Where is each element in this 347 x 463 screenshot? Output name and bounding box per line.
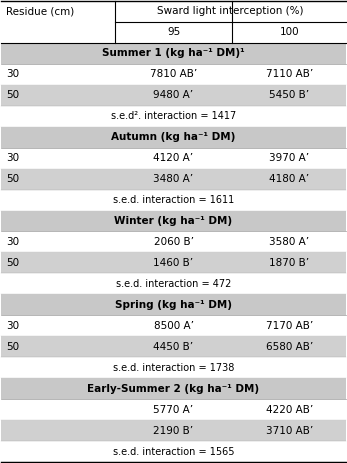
Bar [1, 148, 346, 169]
Text: s.e.d. interaction = 1611: s.e.d. interaction = 1611 [113, 195, 234, 205]
Bar [1, 315, 346, 337]
Text: Early-Summer 2 (kg ha⁻¹ DM): Early-Summer 2 (kg ha⁻¹ DM) [87, 384, 260, 394]
Text: 7110 AB’: 7110 AB’ [266, 69, 313, 79]
Text: 2190 B’: 2190 B’ [153, 426, 194, 436]
Text: 30: 30 [6, 237, 19, 247]
Bar [1, 106, 346, 126]
Text: s.e.d². interaction = 1417: s.e.d². interaction = 1417 [111, 111, 236, 121]
Text: 9480 A’: 9480 A’ [153, 90, 194, 100]
Text: 4180 A’: 4180 A’ [269, 174, 309, 184]
Bar [1, 441, 346, 463]
Bar [1, 294, 346, 315]
Text: 50: 50 [6, 258, 19, 268]
Text: s.e.d. interaction = 1738: s.e.d. interaction = 1738 [113, 363, 234, 373]
Bar [1, 232, 346, 252]
Text: Residue (cm): Residue (cm) [6, 6, 74, 16]
Bar [1, 189, 346, 211]
Text: 5450 B’: 5450 B’ [269, 90, 309, 100]
Text: 5770 A’: 5770 A’ [153, 405, 194, 415]
Text: 1460 B’: 1460 B’ [153, 258, 194, 268]
Text: 30: 30 [6, 153, 19, 163]
Text: 2060 B’: 2060 B’ [153, 237, 194, 247]
Bar [1, 126, 346, 148]
Text: 8500 A’: 8500 A’ [153, 321, 194, 331]
Bar [1, 22, 346, 43]
Text: 7810 AB’: 7810 AB’ [150, 69, 197, 79]
Bar [1, 420, 346, 441]
Text: 30: 30 [6, 321, 19, 331]
Text: Summer 1 (kg ha⁻¹ DM)¹: Summer 1 (kg ha⁻¹ DM)¹ [102, 48, 245, 58]
Bar [1, 400, 346, 420]
Bar [1, 211, 346, 232]
Text: Spring (kg ha⁻¹ DM): Spring (kg ha⁻¹ DM) [115, 300, 232, 310]
Bar [1, 63, 346, 85]
Bar [1, 337, 346, 357]
Text: 3580 A’: 3580 A’ [269, 237, 309, 247]
Text: 95: 95 [167, 27, 180, 37]
Text: Sward light interception (%): Sward light interception (%) [157, 6, 304, 16]
Text: 30: 30 [6, 69, 19, 79]
Text: 4120 A’: 4120 A’ [153, 153, 194, 163]
Bar [1, 378, 346, 400]
Text: Autumn (kg ha⁻¹ DM): Autumn (kg ha⁻¹ DM) [111, 132, 236, 142]
Text: s.e.d. interaction = 472: s.e.d. interaction = 472 [116, 279, 231, 289]
Text: 6580 AB’: 6580 AB’ [266, 342, 313, 352]
Bar [1, 0, 346, 22]
Text: s.e.d. interaction = 1565: s.e.d. interaction = 1565 [113, 447, 234, 457]
Text: 50: 50 [6, 90, 19, 100]
Bar [1, 85, 346, 106]
Text: 50: 50 [6, 174, 19, 184]
Text: Winter (kg ha⁻¹ DM): Winter (kg ha⁻¹ DM) [115, 216, 232, 226]
Bar [1, 274, 346, 294]
Bar [1, 357, 346, 378]
Text: 3710 AB’: 3710 AB’ [266, 426, 313, 436]
Text: 50: 50 [6, 342, 19, 352]
Text: 1870 B’: 1870 B’ [269, 258, 309, 268]
Text: 4220 AB’: 4220 AB’ [266, 405, 313, 415]
Text: 100: 100 [279, 27, 299, 37]
Text: 3480 A’: 3480 A’ [153, 174, 194, 184]
Bar [1, 169, 346, 189]
Text: 3970 A’: 3970 A’ [269, 153, 309, 163]
Bar [1, 252, 346, 274]
Text: 7170 AB’: 7170 AB’ [266, 321, 313, 331]
Bar [1, 43, 346, 63]
Text: 4450 B’: 4450 B’ [153, 342, 194, 352]
